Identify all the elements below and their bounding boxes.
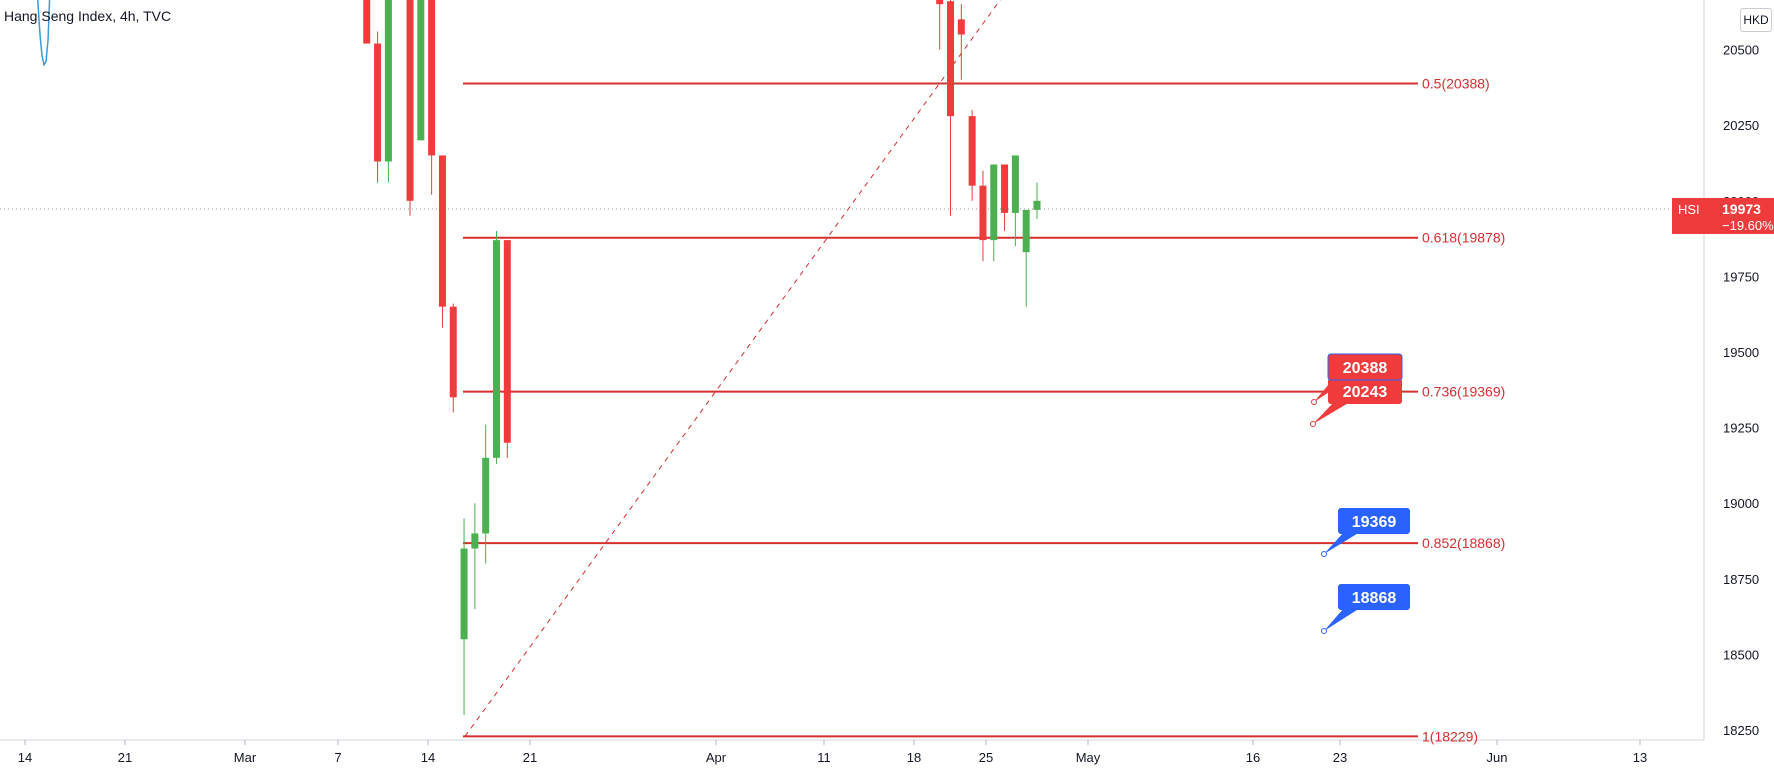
- x-tick-label: 21: [523, 750, 537, 765]
- candle-body: [482, 457, 490, 534]
- callout-pointer: [1324, 608, 1360, 631]
- y-tick-label: 20500: [1723, 43, 1759, 58]
- fib-level-label: 0.5(20388): [1422, 75, 1490, 91]
- callout-anchor: [1321, 551, 1327, 557]
- x-tick-label: Apr: [706, 750, 727, 765]
- fib-level-label: 1(18229): [1422, 728, 1478, 744]
- callout-anchor: [1311, 399, 1317, 405]
- annotation-red-lower: 20243: [1310, 378, 1402, 427]
- y-tick-label: 18500: [1723, 647, 1759, 662]
- price-tag-symbol: HSI: [1678, 202, 1700, 217]
- callout-anchor: [1310, 421, 1316, 427]
- candle-body: [1033, 200, 1041, 210]
- fib-level-label: 0.852(18868): [1422, 535, 1505, 551]
- x-tick-label: 14: [18, 750, 32, 765]
- candle-body: [449, 306, 457, 398]
- price-tag-price: 19973: [1722, 201, 1761, 217]
- x-tick-label: 11: [817, 750, 831, 765]
- x-tick-label: 23: [1333, 750, 1347, 765]
- fib-level-label: 0.618(19878): [1422, 230, 1505, 246]
- callout-label: 19369: [1352, 514, 1397, 531]
- x-tick-label: 14: [421, 750, 435, 765]
- x-tick-label: Jun: [1487, 750, 1508, 765]
- callout-box: [1338, 584, 1410, 610]
- candle-body: [503, 240, 511, 443]
- candle-body: [990, 164, 998, 241]
- currency-badge[interactable]: HKD: [1740, 8, 1772, 32]
- y-tick-label: 19000: [1723, 496, 1759, 511]
- candle-body: [979, 185, 987, 241]
- x-tick-label: 13: [1633, 750, 1647, 765]
- y-tick-label: 19500: [1723, 345, 1759, 360]
- candle-body: [1001, 164, 1009, 213]
- callout-box: [1328, 378, 1402, 404]
- candle-body: [460, 548, 468, 640]
- x-tick-label: Mar: [234, 750, 257, 765]
- y-tick-label: 19750: [1723, 269, 1759, 284]
- candle-body: [1011, 155, 1019, 213]
- candle-body: [957, 19, 965, 35]
- y-tick-label: 18750: [1723, 572, 1759, 587]
- y-tick-label: 18250: [1723, 723, 1759, 738]
- candle-body: [438, 155, 446, 307]
- x-tick-label: May: [1076, 750, 1101, 765]
- callout-label: 20388: [1343, 360, 1388, 377]
- callout-pointer: [1324, 532, 1360, 554]
- callout-label: 18868: [1352, 590, 1397, 607]
- annotation-blue-18868: 18868: [1321, 584, 1410, 634]
- price-tag-change: −19.60%: [1722, 218, 1774, 233]
- annotation-blue-19369: 19369: [1321, 508, 1410, 557]
- x-tick-label: 18: [907, 750, 921, 765]
- candle-body: [363, 0, 371, 44]
- candle-body: [417, 0, 425, 141]
- candle-body: [968, 116, 976, 186]
- candle-body: [936, 0, 944, 5]
- y-tick-label: 20250: [1723, 118, 1759, 133]
- x-tick-label: 16: [1246, 750, 1260, 765]
- candle-body: [492, 240, 500, 458]
- y-tick-label: 19250: [1723, 421, 1759, 436]
- callout-label: 20243: [1343, 384, 1388, 401]
- candle-body: [471, 533, 479, 549]
- callout-box: [1338, 508, 1410, 534]
- candle-body: [947, 1, 955, 117]
- callout-pointer: [1314, 378, 1350, 402]
- callout-box: [1327, 353, 1403, 381]
- x-tick-label: 7: [334, 750, 341, 765]
- chart-title: Hang Seng Index, 4h, TVC: [4, 8, 172, 24]
- x-tick-label: 21: [118, 750, 132, 765]
- callout-pointer: [1313, 402, 1350, 424]
- ma-fast-line: [0, 0, 12, 240]
- candle-body: [384, 0, 392, 162]
- candle-body: [374, 43, 382, 162]
- fib-level-label: 0.736(19369): [1422, 384, 1505, 400]
- candle-body: [406, 0, 414, 201]
- callout-anchor: [1321, 628, 1327, 634]
- annotation-red-upper: 20388: [1311, 353, 1403, 405]
- x-tick-label: 25: [979, 750, 993, 765]
- fib-trend-line: [464, 0, 1001, 737]
- candle-body: [1022, 209, 1030, 253]
- price-tag-box: [1672, 197, 1774, 234]
- candle-body: [428, 0, 436, 156]
